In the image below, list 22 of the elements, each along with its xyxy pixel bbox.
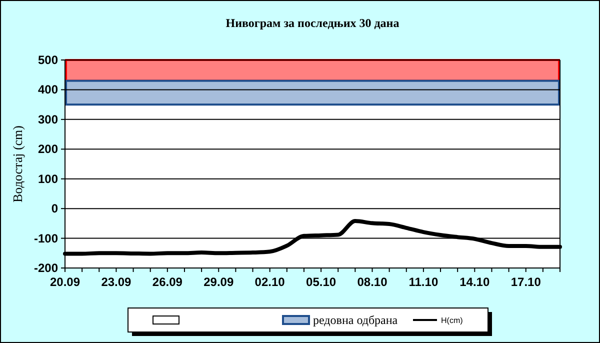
y-tick-label: 100 xyxy=(38,172,58,186)
x-tick-label: 05.10 xyxy=(306,275,336,289)
x-tick-label: 11.10 xyxy=(408,275,438,289)
legend-label: редовна одбрана xyxy=(313,313,398,327)
y-tick-label: 400 xyxy=(38,82,58,97)
chart-title: Нивограм за последњих 30 дана xyxy=(226,16,400,30)
x-tick-label: 02.10 xyxy=(254,275,286,289)
y-tick-label: 500 xyxy=(38,53,58,67)
y-tick-label: 0 xyxy=(51,202,58,216)
y-tick-label: -100 xyxy=(34,231,58,246)
y-tick-label: 300 xyxy=(38,112,58,126)
x-tick-label: 17.10 xyxy=(510,275,542,289)
y-tick-label: 200 xyxy=(38,142,58,156)
y-tick-label: -200 xyxy=(34,261,58,275)
y-axis-title: Водостај (cm) xyxy=(10,125,25,203)
x-tick-label: 23.09 xyxy=(101,275,132,289)
x-tick-label: 29.09 xyxy=(204,275,234,289)
x-tick-label: 14.10 xyxy=(460,275,490,289)
legend-label: H(cm) xyxy=(441,316,464,325)
x-tick-label: 26.09 xyxy=(152,275,183,289)
x-tick-label: 08.10 xyxy=(357,275,388,289)
x-tick-label: 20.09 xyxy=(50,275,80,289)
